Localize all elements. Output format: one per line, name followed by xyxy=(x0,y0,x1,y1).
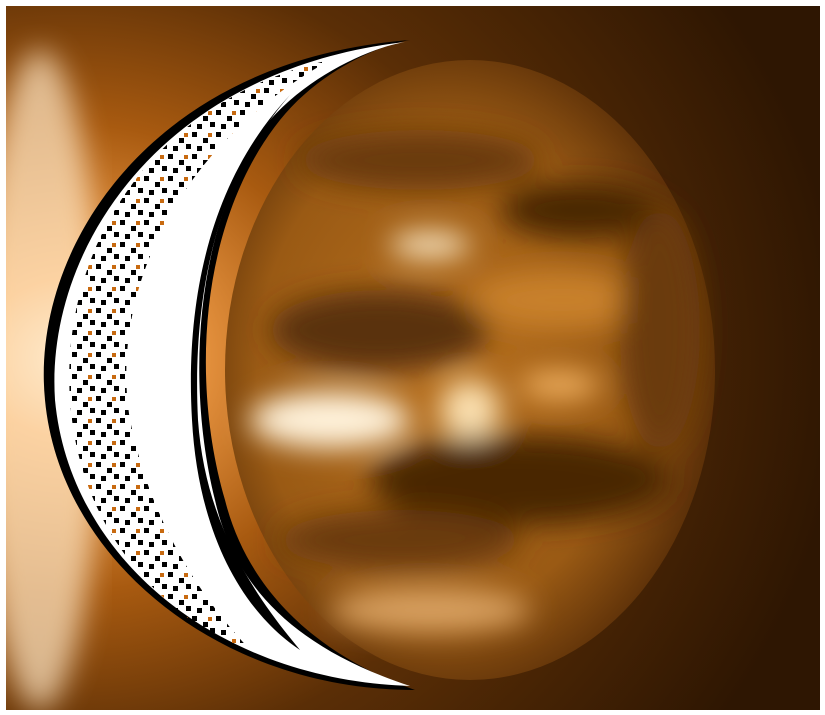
image-frame xyxy=(6,6,820,710)
crescent-speckle xyxy=(69,60,330,660)
cloud-features xyxy=(250,130,700,632)
